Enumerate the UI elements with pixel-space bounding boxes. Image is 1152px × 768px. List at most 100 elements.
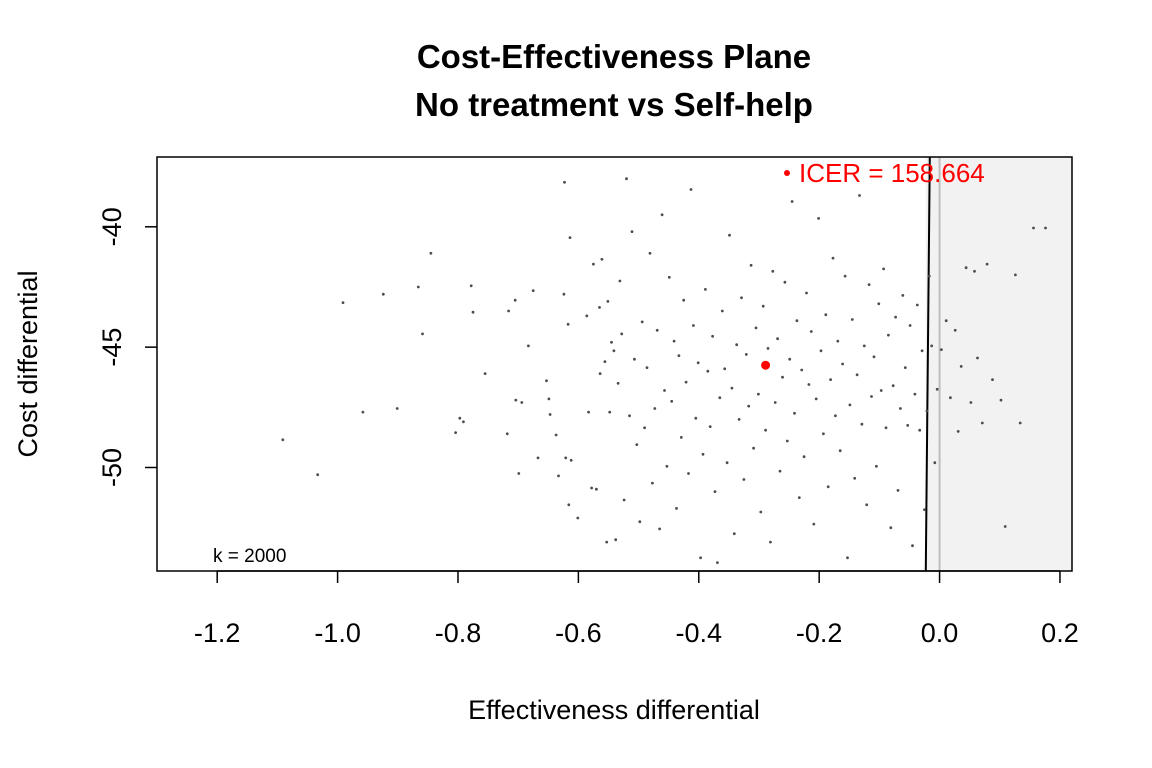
scatter-point bbox=[737, 418, 741, 421]
x-tick-label: 0.0 bbox=[921, 618, 959, 648]
y-axis: -40 -45 -50 bbox=[97, 207, 157, 487]
scatter-point bbox=[959, 365, 963, 368]
scatter-point bbox=[964, 266, 968, 270]
scatter-point bbox=[723, 367, 727, 371]
scatter-point bbox=[980, 421, 984, 425]
scatter-point bbox=[517, 472, 521, 475]
scatter-point bbox=[769, 540, 772, 544]
scatter-point bbox=[699, 556, 702, 560]
scatter-point bbox=[361, 410, 365, 414]
scatter-point bbox=[925, 409, 929, 413]
scatter-point bbox=[812, 522, 816, 526]
scatter-point bbox=[564, 456, 568, 460]
scatter-point bbox=[663, 389, 666, 392]
scatter-point bbox=[618, 279, 622, 283]
scatter-point bbox=[1032, 226, 1035, 230]
scatter-point bbox=[648, 251, 652, 255]
scatter-point bbox=[802, 455, 806, 459]
scatter-point bbox=[930, 344, 934, 348]
scatter-point bbox=[752, 446, 755, 450]
scatter-point bbox=[761, 304, 765, 308]
scatter-point bbox=[781, 375, 784, 379]
scatter-point bbox=[867, 283, 871, 286]
scatter-point bbox=[635, 443, 639, 446]
scatter-point bbox=[985, 262, 989, 266]
scatter-point bbox=[805, 291, 808, 295]
scatter-point bbox=[527, 344, 530, 348]
scatter-point bbox=[850, 318, 854, 321]
scatter-point bbox=[841, 362, 844, 366]
scatter-point bbox=[785, 439, 789, 443]
scatter-point bbox=[536, 456, 540, 460]
scatter-point bbox=[421, 332, 424, 336]
scatter-point bbox=[395, 407, 399, 410]
scatter-point bbox=[706, 369, 710, 373]
scatter-point bbox=[853, 476, 857, 480]
scatter-point bbox=[640, 320, 644, 324]
scatter-point bbox=[1003, 525, 1007, 528]
scatter-point bbox=[281, 438, 285, 442]
scatter-point bbox=[610, 340, 613, 344]
scatter-point bbox=[660, 213, 664, 217]
scatter-point bbox=[730, 386, 734, 390]
chart-subtitle: No treatment vs Self-help bbox=[415, 86, 813, 123]
scatter-point bbox=[896, 489, 900, 492]
scatter-point bbox=[316, 473, 320, 477]
scatter-point bbox=[858, 194, 861, 197]
scatter-point bbox=[704, 288, 707, 291]
scatter-point bbox=[483, 372, 487, 375]
scatter-point bbox=[764, 428, 767, 432]
scatter-point bbox=[915, 303, 919, 307]
scatter-point bbox=[882, 267, 885, 271]
scatter-point bbox=[817, 217, 820, 220]
scatter-point bbox=[759, 510, 763, 514]
scatter-point bbox=[776, 337, 779, 341]
scatter-point bbox=[740, 296, 743, 300]
scatter-point bbox=[949, 396, 952, 400]
scatter-point bbox=[469, 284, 473, 288]
scatter-point bbox=[783, 280, 787, 284]
x-tick-label: -1.2 bbox=[194, 618, 241, 648]
scatter-point bbox=[838, 449, 842, 453]
scatter-point bbox=[590, 486, 593, 490]
chart-title: Cost-Effectiveness Plane bbox=[417, 38, 811, 75]
scatter-point bbox=[747, 404, 751, 408]
scatter-point bbox=[891, 384, 895, 388]
scatter-point bbox=[595, 487, 598, 491]
scatter-point bbox=[598, 372, 602, 375]
scatter-point bbox=[879, 389, 883, 392]
scatter-point bbox=[797, 496, 801, 499]
scatter-point bbox=[520, 401, 524, 404]
scatter-point bbox=[620, 332, 624, 336]
scatter-point bbox=[679, 436, 683, 439]
scatter-point bbox=[1014, 273, 1017, 277]
scatter-point bbox=[908, 324, 912, 327]
scatter-point bbox=[834, 414, 837, 418]
scatter-point bbox=[507, 309, 510, 313]
scatter-point bbox=[790, 200, 794, 203]
scatter-point bbox=[341, 301, 345, 304]
scatter-point bbox=[848, 403, 852, 407]
scatter-point bbox=[600, 257, 604, 261]
scatter-point bbox=[865, 503, 869, 507]
scatter-point bbox=[689, 188, 693, 191]
scatter-point bbox=[953, 328, 957, 332]
scatter-point bbox=[684, 380, 688, 384]
scatter-point bbox=[809, 330, 813, 333]
scatter-point bbox=[585, 314, 589, 318]
scatter-point bbox=[606, 300, 610, 303]
y-tick-label: -50 bbox=[97, 448, 127, 487]
scatter-point bbox=[462, 420, 465, 424]
scatter-point bbox=[576, 516, 580, 520]
scatter-point bbox=[454, 431, 457, 434]
scatter-point bbox=[643, 426, 646, 430]
scatter-point bbox=[846, 556, 849, 560]
scatter-point bbox=[563, 180, 566, 184]
scatter-point bbox=[677, 354, 681, 357]
scatter-point bbox=[766, 347, 770, 350]
scatter-point bbox=[675, 507, 678, 510]
scatter-point bbox=[889, 526, 893, 530]
scatter-point bbox=[598, 306, 601, 309]
y-tick-label: -45 bbox=[97, 328, 127, 367]
